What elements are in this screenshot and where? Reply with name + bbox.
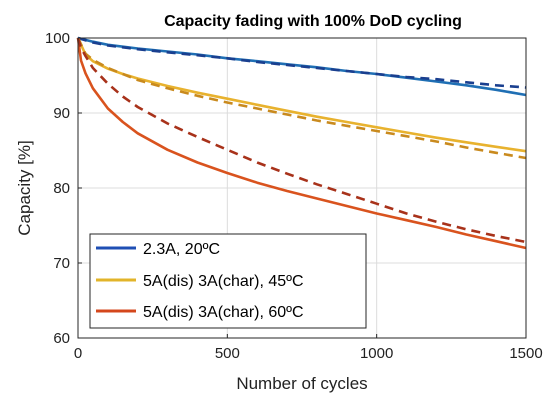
y-tick-label: 100 [45,30,70,47]
y-tick-label: 90 [53,105,70,122]
x-axis-ticks: 0 500 1000 1500 [74,334,543,362]
x-axis-label: Number of cycles [236,374,367,393]
y-tick-label: 60 [53,330,70,347]
y-tick-label: 70 [53,255,70,272]
x-tick-label: 1500 [509,345,542,362]
y-tick-label: 80 [53,180,70,197]
series-line-3-solid [76,37,527,153]
series-line-6-dashed [76,37,527,244]
legend: 2.3A, 20ºC 5A(dis) 3A(char), 45ºC 5A(dis… [89,233,367,329]
y-axis-label: Capacity [%] [15,140,34,235]
x-tick-label: 1000 [360,345,393,362]
y-axis-ticks: 60 70 80 90 100 [45,30,82,347]
series-line-4-dashed [76,37,527,160]
x-tick-label: 0 [74,345,82,362]
legend-label-2: 5A(dis) 3A(char), 45ºC [143,273,304,290]
legend-label-3: 5A(dis) 3A(char), 60ºC [143,304,304,321]
series-line-5-solid [76,37,527,250]
x-tick-label: 500 [215,345,240,362]
series-line-2-dashed [77,36,527,89]
series-layer [76,36,527,250]
legend-label-1: 2.3A, 20ºC [143,241,220,258]
chart-title: Capacity fading with 100% DoD cycling [164,13,462,30]
